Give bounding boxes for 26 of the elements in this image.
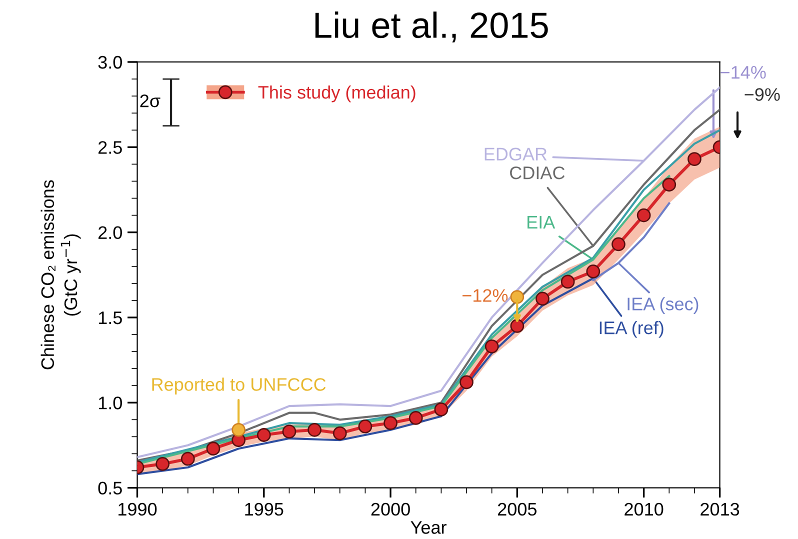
x-tick-label: 1995: [245, 502, 284, 516]
series-label: IEA (sec): [628, 297, 698, 314]
chart-title: Liu et al., 2015: [315, 12, 548, 42]
y-tick-label: 2.0: [98, 226, 122, 240]
y-tick-label: 3.0: [98, 56, 122, 69]
y-tick-label: 1.0: [98, 396, 122, 410]
x-axis-title: Year: [410, 521, 446, 534]
annotation: −9%: [744, 88, 780, 101]
y-tick-label: 1.5: [98, 312, 122, 324]
legend-label: This study (median): [258, 85, 416, 102]
text: EDGAR: [484, 148, 547, 161]
annotation: −12%: [462, 289, 508, 302]
y-tick-label: 2.5: [98, 141, 122, 154]
annotation: 2σ: [140, 94, 160, 108]
y-tick-label: 0.5: [98, 482, 122, 495]
x-tick-label: 2005: [498, 502, 536, 516]
x-tick-label: 2013: [700, 502, 740, 516]
x-tick-label: 1990: [118, 502, 157, 516]
text: EIA: [528, 216, 556, 228]
x-tick-label: 2000: [371, 502, 410, 516]
text: IEA (ref): [600, 320, 664, 338]
annotation: −14%: [720, 66, 766, 79]
text: CDIAC: [510, 166, 565, 180]
annotation: Reported to UNFCCC: [152, 378, 326, 394]
x-tick-label: 2010: [624, 502, 664, 516]
y-axis-title: Chinese CO₂ emissions (GtC yr$^{−1}$): [40, 180, 81, 370]
